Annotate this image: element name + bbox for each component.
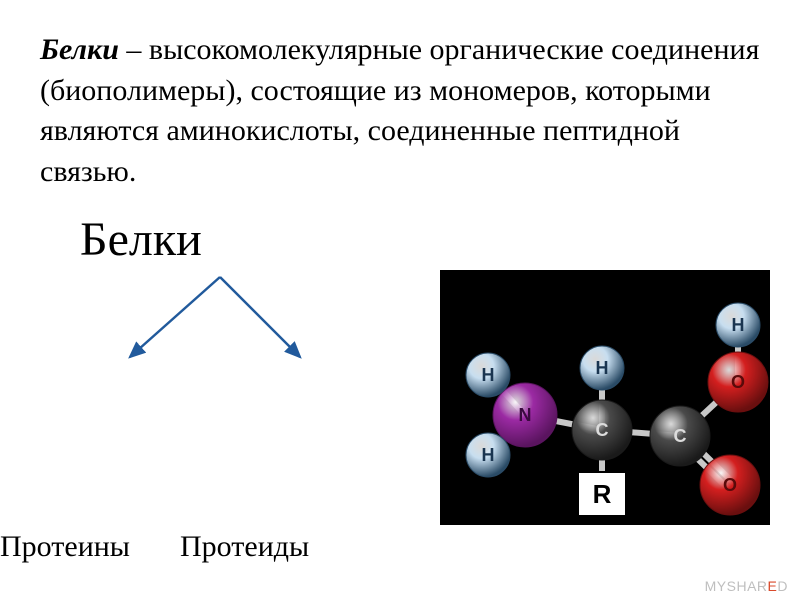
watermark-pre: MYSHAR bbox=[705, 578, 768, 594]
section-heading: Белки bbox=[80, 212, 760, 267]
molecule-diagram: N C C O O H H H H R bbox=[440, 270, 770, 525]
svg-text:O: O bbox=[731, 372, 745, 392]
svg-text:O: O bbox=[723, 475, 737, 495]
definition-paragraph: Белки – высокомолекулярные органические … bbox=[40, 30, 760, 192]
definition-dash: – bbox=[119, 33, 149, 66]
svg-text:H: H bbox=[482, 365, 495, 385]
category-right: Протеиды bbox=[180, 530, 309, 564]
molecule-svg: N C C O O H H H H R bbox=[440, 270, 770, 525]
watermark-post: D bbox=[777, 578, 788, 594]
slide: Белки – высокомолекулярные органические … bbox=[0, 0, 800, 600]
category-left: Протеины bbox=[0, 530, 130, 564]
branch-arrows bbox=[70, 267, 390, 377]
definition-term: Белки bbox=[40, 33, 119, 66]
svg-text:R: R bbox=[593, 479, 612, 509]
watermark-accent: E bbox=[768, 578, 778, 594]
svg-text:H: H bbox=[596, 358, 609, 378]
svg-text:H: H bbox=[732, 315, 745, 335]
svg-text:C: C bbox=[674, 426, 687, 446]
arrows-container bbox=[70, 267, 390, 377]
svg-text:H: H bbox=[482, 445, 495, 465]
svg-text:C: C bbox=[596, 420, 609, 440]
svg-text:N: N bbox=[519, 405, 532, 425]
watermark: MYSHARED bbox=[705, 578, 788, 594]
